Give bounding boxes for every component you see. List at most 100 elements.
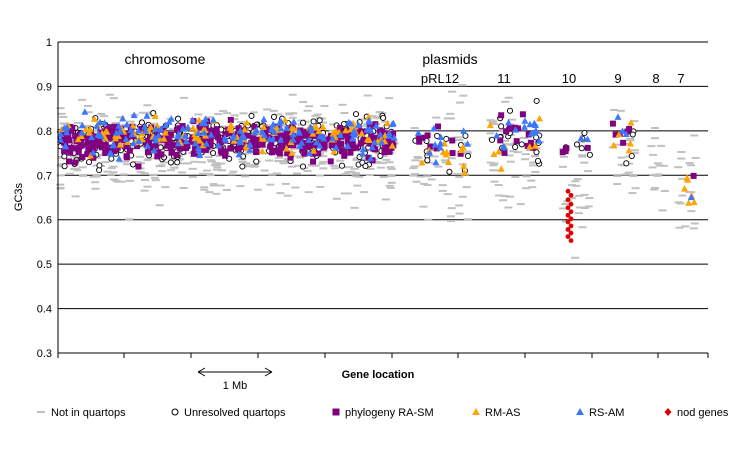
phylogeny-ra-sm-point xyxy=(108,146,115,153)
phylogeny-ra-sm-point xyxy=(138,125,145,132)
nod-gene-point xyxy=(568,223,574,229)
unresolved-quartop-point xyxy=(629,131,636,138)
phylogeny-ra-sm-point xyxy=(196,124,203,131)
phylogeny-ra-sm-point xyxy=(584,144,591,151)
rs-am-point xyxy=(143,112,151,119)
phylogeny-ra-sm-point xyxy=(72,159,79,166)
phylogeny-ra-sm-point xyxy=(207,142,214,149)
unresolved-quartop-point xyxy=(488,136,496,143)
rs-am-point xyxy=(78,128,86,136)
phylogeny-ra-sm-point xyxy=(72,132,79,139)
rm-as-point xyxy=(315,127,323,135)
phylogeny-ra-sm-point xyxy=(525,131,532,138)
y-axis-title: GC3s xyxy=(13,182,25,211)
rs-am-point xyxy=(359,150,367,157)
phylogeny-ra-sm-point xyxy=(273,147,280,154)
phylogeny-ra-sm-point xyxy=(79,154,86,161)
phylogeny-ra-sm-point xyxy=(146,134,153,141)
rs-am-point xyxy=(372,122,380,129)
phylogeny-ra-sm-point xyxy=(327,158,334,165)
unresolved-quartop-point xyxy=(310,118,317,125)
unresolved-quartop-point xyxy=(518,141,525,148)
legend-label: Unresolved quartops xyxy=(184,407,286,419)
unresolved-quartop-point xyxy=(362,163,369,170)
phylogeny-ra-sm-point xyxy=(300,144,307,151)
unresolved-quartop-point xyxy=(96,162,103,169)
legend-label: phylogeny RA-SM xyxy=(345,407,434,419)
phylogeny-ra-sm-point xyxy=(355,125,362,132)
rs-am-point xyxy=(194,144,202,151)
phylogeny-ra-sm-point xyxy=(174,126,181,133)
rs-am-point xyxy=(619,127,627,134)
phylogeny-ra-sm-point xyxy=(200,136,207,143)
rs-am-point xyxy=(191,139,199,147)
unresolved-quartop-point xyxy=(239,163,246,170)
phylogeny-ra-sm-point xyxy=(449,150,456,157)
unresolved-quartop-point xyxy=(464,152,471,160)
unresolved-quartop-point xyxy=(380,114,387,121)
rm-as-point xyxy=(90,115,98,122)
rm-as-point xyxy=(74,135,82,143)
phylogeny-ra-sm-point xyxy=(381,149,388,156)
rs-am-point xyxy=(62,142,70,150)
rs-am-point xyxy=(260,115,268,123)
rs-am-point xyxy=(174,132,182,140)
rs-am-point xyxy=(202,140,210,147)
phylogeny-ra-sm-point xyxy=(365,154,372,161)
phylogeny-ra-sm-point xyxy=(506,125,513,132)
phylogeny-ra-sm-point xyxy=(102,142,109,149)
rm-as-point xyxy=(388,142,396,149)
phylogeny-ra-sm-point xyxy=(195,141,202,148)
rs-am-point xyxy=(378,138,386,145)
phylogeny-ra-sm-point xyxy=(497,137,504,144)
rs-am-point xyxy=(350,127,358,134)
rm-as-point xyxy=(102,127,110,135)
phylogeny-ra-sm-point xyxy=(66,137,73,144)
phylogeny-ra-sm-point xyxy=(306,142,313,149)
rs-am-point xyxy=(463,140,471,147)
rs-am-point xyxy=(320,134,328,142)
rs-am-point xyxy=(531,121,539,128)
nod-gene-point xyxy=(568,238,574,243)
rm-as-point xyxy=(273,124,281,131)
legend-swatch xyxy=(171,408,179,416)
rs-am-point xyxy=(106,149,114,156)
rm-as-point xyxy=(497,165,505,172)
phylogeny-ra-sm-point xyxy=(373,135,380,142)
rm-as-point xyxy=(260,123,268,130)
phylogeny-ra-sm-point xyxy=(277,143,284,150)
phylogeny-ra-sm-point xyxy=(269,149,276,156)
phylogeny-ra-sm-point xyxy=(61,134,68,141)
rs-am-point xyxy=(60,124,68,131)
phylogeny-ra-sm-point xyxy=(123,154,130,161)
phylogeny-ra-sm-point xyxy=(251,123,258,130)
rs-am-point xyxy=(122,135,130,143)
x-tick-marks xyxy=(57,353,709,358)
phylogeny-ra-sm-point xyxy=(274,135,281,142)
phylogeny-ra-sm-point xyxy=(250,136,257,143)
unresolved-quartop-point xyxy=(248,112,255,119)
rm-as-point xyxy=(358,129,366,137)
phylogeny-ra-sm-point xyxy=(259,141,266,148)
rm-as-point xyxy=(683,174,691,181)
rs-am-point xyxy=(277,136,285,143)
rs-am-point xyxy=(181,132,189,139)
legend-swatch xyxy=(472,408,480,415)
rs-am-point xyxy=(63,128,71,136)
rs-am-point xyxy=(505,118,513,126)
phylogeny-ra-sm-point xyxy=(222,152,229,159)
nod-gene-point xyxy=(565,212,571,218)
unresolved-quartop-point xyxy=(167,159,174,166)
unresolved-quartop-point xyxy=(533,97,540,104)
rs-am-point xyxy=(512,126,520,133)
unresolved-quartop-point xyxy=(462,132,469,139)
rs-am-point xyxy=(240,132,248,140)
phylogeny-ra-sm-point xyxy=(145,137,152,144)
data-points xyxy=(56,84,700,259)
rs-am-point xyxy=(436,144,444,151)
unresolved-quartop-point xyxy=(424,157,431,164)
phylogeny-ra-sm-point xyxy=(368,140,375,147)
phylogeny-ra-sm-point xyxy=(94,139,101,146)
phylogeny-ra-sm-point xyxy=(370,137,377,144)
phylogeny-ra-sm-point xyxy=(283,136,290,143)
